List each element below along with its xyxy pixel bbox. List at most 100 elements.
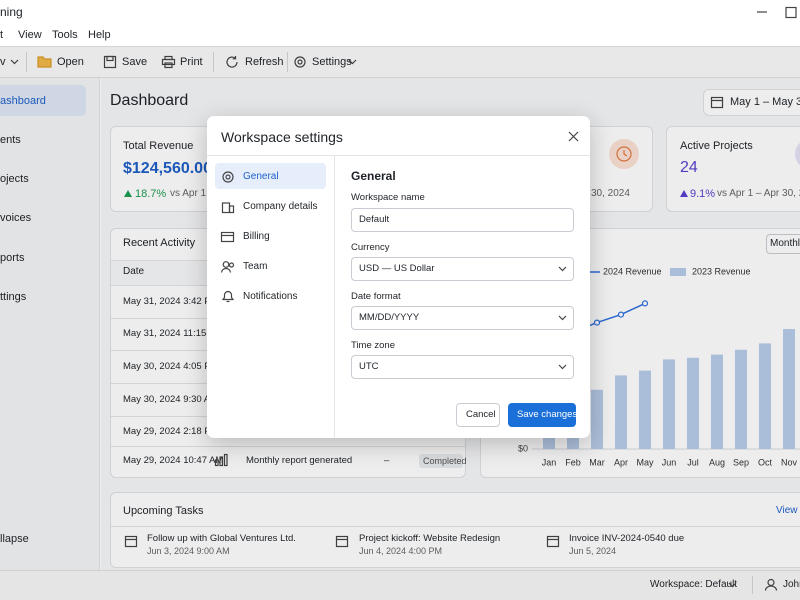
status-bar [0, 570, 800, 600]
activity-user: – [384, 455, 390, 466]
cancel-button[interactable] [456, 403, 500, 427]
column-header: Date [123, 266, 145, 277]
chevron [558, 266, 567, 272]
field-label: Currency [351, 242, 390, 253]
select-input[interactable] [351, 257, 574, 281]
nav-item[interactable]: Company details [243, 201, 318, 212]
sidebar-item[interactable]: voices [0, 212, 32, 224]
sidebar-item[interactable]: ents [0, 134, 21, 146]
x-tick-label: Sep [733, 457, 749, 467]
date-range-button[interactable] [703, 89, 800, 116]
chevron [558, 315, 567, 321]
projects-icon [795, 142, 800, 166]
period-label[interactable]: Monthly [770, 238, 800, 249]
calendar-icon [124, 535, 138, 548]
refresh-icon [226, 56, 238, 68]
toolbar-button[interactable]: Open [57, 56, 84, 68]
x-tick-label: Oct [758, 457, 773, 467]
line-point [617, 311, 625, 318]
select-input[interactable] [351, 306, 574, 330]
x-tick-label: Jul [687, 457, 699, 467]
activity-status: Completed [423, 456, 467, 466]
activity-date: May 29, 2024 10:47 AM [123, 455, 224, 466]
menu-item[interactable]: Tools [52, 29, 78, 41]
bar [591, 389, 603, 449]
sidebar-item[interactable]: ttings [0, 291, 27, 303]
card-title: Active Projects [680, 140, 753, 152]
task-due: Jun 4, 2024 4:00 PM [359, 546, 443, 556]
card-change: 18.7% [135, 188, 167, 200]
field-value[interactable]: Default [359, 214, 390, 225]
view-all-link[interactable]: View ca [776, 505, 800, 516]
bell-icon [221, 290, 235, 303]
sidebar-item[interactable]: ashboard [0, 95, 46, 107]
sidebar-collapse[interactable]: llapse [0, 533, 29, 545]
toolbar-button[interactable]: Settings [312, 56, 352, 68]
team-icon [220, 261, 235, 273]
x-tick-label: Jun [662, 457, 677, 467]
calendar-icon [710, 96, 724, 109]
cancel-label[interactable]: Cancel [466, 409, 496, 420]
gear-icon [294, 56, 306, 68]
workspace-selector[interactable]: Workspace: Default [650, 579, 738, 590]
nav-item[interactable]: Notifications [243, 291, 298, 302]
field-value[interactable]: USD — US Dollar [359, 263, 435, 274]
section-title: General [351, 169, 396, 183]
sidebar-item[interactable]: ports [0, 252, 25, 264]
save-label[interactable]: Save changes [517, 409, 578, 420]
gear-icon [222, 171, 234, 183]
line-point [641, 300, 649, 307]
window-controls[interactable] [757, 6, 797, 19]
period-select[interactable] [766, 234, 800, 254]
chevron [728, 582, 737, 588]
activity-description: Monthly report generated [246, 455, 353, 466]
toolbar-button[interactable]: Print [180, 56, 203, 68]
row-divider [111, 446, 465, 447]
legend-label: 2023 Revenue [692, 266, 751, 276]
page-title: Dashboard [110, 92, 189, 109]
bar [687, 357, 699, 449]
sidebar-selection [0, 85, 86, 116]
field-value[interactable]: UTC [359, 361, 379, 372]
toolbar [0, 46, 800, 78]
activity-date: May 29, 2024 2:18 PM [123, 426, 219, 437]
x-tick-label: May [636, 457, 654, 467]
toolbar-button[interactable]: v [0, 56, 6, 68]
bar [639, 370, 651, 449]
separator [26, 52, 27, 72]
menu-item[interactable]: Help [88, 29, 111, 41]
save-button[interactable] [508, 403, 576, 427]
nav-item[interactable]: Billing [243, 231, 270, 242]
task-title: Follow up with Global Ventures Ltd. [147, 533, 296, 544]
line-point [593, 319, 601, 326]
window-title: ning [0, 5, 23, 19]
status-badge [419, 454, 463, 468]
tasks-panel [110, 492, 800, 568]
calendar-icon [335, 535, 349, 548]
activity-date: May 31, 2024 11:15 AM [123, 328, 223, 339]
bar [783, 329, 795, 449]
sidebar-item[interactable]: ojects [0, 173, 29, 185]
user-name[interactable]: John [783, 579, 800, 590]
date-range[interactable]: May 1 – May 31, 2 [730, 96, 800, 108]
menu-item[interactable]: t [0, 29, 4, 41]
task-title: Project kickoff: Website Redesign [359, 533, 501, 544]
print-icon [161, 55, 176, 69]
field-label: Time zone [351, 340, 395, 351]
field-value[interactable]: MM/DD/YYYY [359, 312, 420, 323]
text-input[interactable] [351, 208, 574, 232]
separator [213, 52, 214, 72]
activity-date: May 30, 2024 9:30 AM [123, 394, 219, 405]
card-compare: vs Apr 1 – Apr 30, 2024 [717, 188, 800, 199]
field-label: Date format [351, 291, 401, 302]
close-button[interactable] [568, 131, 579, 142]
menu-item[interactable]: View [18, 29, 42, 41]
nav-item[interactable]: Team [243, 261, 268, 272]
toolbar-button[interactable]: Refresh [245, 56, 284, 68]
card-title: Total Revenue [123, 140, 194, 152]
title-bar [0, 0, 800, 24]
separator [752, 576, 753, 594]
toolbar-button[interactable]: Save [122, 56, 148, 68]
nav-item[interactable]: General [243, 171, 279, 182]
select-input[interactable] [351, 355, 574, 379]
